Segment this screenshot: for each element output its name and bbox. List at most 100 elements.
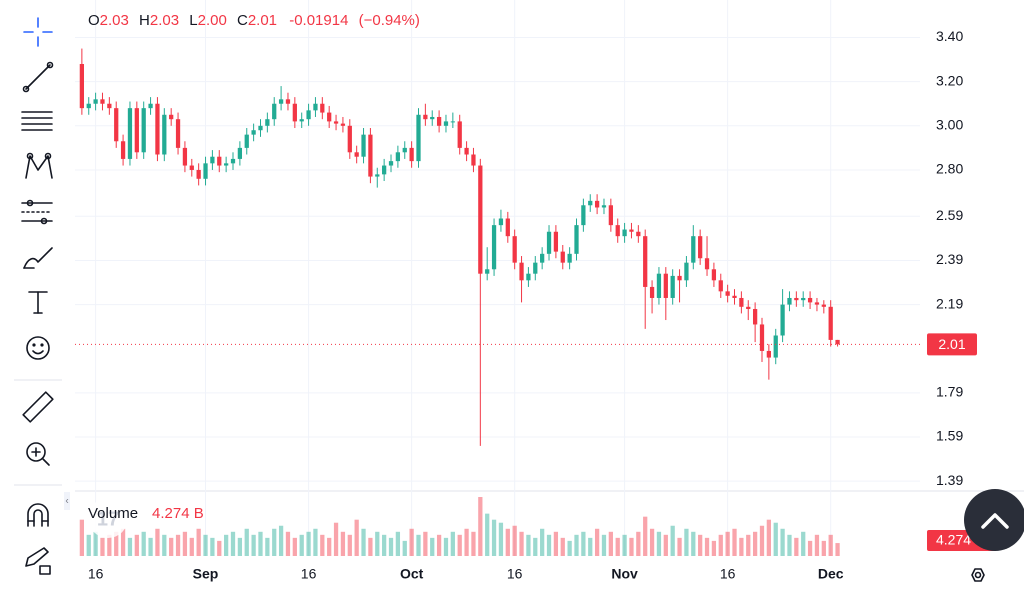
svg-text:‹: ‹	[65, 496, 68, 507]
toolbar	[14, 17, 62, 575]
legend-key: H	[139, 12, 150, 29]
volume-bar	[395, 531, 401, 556]
pattern-tool[interactable]	[25, 152, 53, 179]
volume-bar	[423, 531, 428, 556]
projection-tool[interactable]	[21, 199, 53, 225]
volume-bar	[210, 537, 215, 556]
candle-body	[608, 205, 613, 226]
candle-body	[354, 152, 359, 157]
fib-tool[interactable]	[21, 111, 53, 131]
volume-bar	[299, 534, 304, 556]
candle-body	[581, 205, 586, 226]
volume-bar	[471, 531, 476, 556]
candle-body	[801, 297, 806, 301]
candle-body	[787, 297, 792, 305]
candle-body	[485, 269, 490, 274]
change-percent: (−0.94%)	[359, 12, 420, 29]
volume-bar	[409, 528, 414, 556]
candle-body	[127, 108, 133, 159]
candle-body	[313, 103, 318, 111]
volume-bar	[814, 534, 820, 556]
candle-body	[670, 275, 675, 298]
candle-body	[134, 108, 139, 153]
volume-bar	[643, 516, 648, 556]
crosshair-tool[interactable]	[23, 17, 53, 47]
x-tick-label: 16	[507, 566, 523, 582]
candle-body	[368, 134, 373, 177]
candle-body	[615, 225, 620, 237]
candle-body	[478, 165, 483, 274]
candle-body	[237, 147, 243, 159]
x-tick-label: Nov	[611, 566, 638, 582]
volume-bar	[704, 537, 710, 556]
candle-body	[93, 99, 98, 104]
text-tool[interactable]	[28, 291, 48, 314]
magnet-tool[interactable]	[27, 503, 49, 527]
volume-bar	[594, 528, 600, 556]
settings-button[interactable]	[971, 568, 985, 582]
volume-bar	[182, 531, 188, 556]
volume-bar	[402, 540, 407, 556]
lock-drawings-tool[interactable]	[25, 547, 51, 575]
volume-bar	[601, 534, 607, 556]
candle-body	[684, 262, 689, 281]
candle-body	[457, 121, 462, 148]
volume-bar	[162, 534, 167, 556]
candle-body	[148, 103, 153, 109]
y-tick-label: 2.19	[936, 295, 963, 311]
volume-bar	[691, 531, 696, 556]
x-tick-label: 16	[720, 566, 736, 582]
volume-bar	[780, 528, 785, 556]
scroll-button[interactable]	[964, 489, 1024, 551]
candle-body	[519, 262, 524, 281]
volume-bar	[677, 537, 682, 556]
candle-body	[594, 200, 600, 208]
volume-bar	[79, 519, 84, 556]
candle-body	[450, 121, 455, 123]
volume-bar	[120, 528, 126, 556]
legend-key: L	[189, 12, 197, 29]
candle-body	[375, 174, 380, 177]
volume-bar	[189, 537, 194, 556]
candle-body	[120, 141, 126, 159]
candle-body	[327, 112, 332, 122]
x-tick-label: Oct	[400, 566, 424, 582]
collapse-tab[interactable]	[64, 492, 70, 510]
volume-bar	[230, 531, 236, 556]
legend-value: 2.01	[248, 12, 277, 29]
volume-bar	[485, 513, 490, 556]
volume-bar	[533, 537, 538, 556]
volume-bar	[498, 522, 504, 556]
candle-body	[649, 286, 655, 298]
candle-body	[100, 99, 105, 104]
candle-body	[807, 297, 813, 303]
candle-body	[533, 262, 538, 274]
y-tick-label: 2.80	[936, 161, 963, 177]
trend-line-tool[interactable]	[22, 61, 54, 93]
volume-bar	[801, 531, 806, 556]
candle-body	[505, 218, 510, 237]
zoom-tool[interactable]	[26, 442, 50, 466]
volume-bar	[258, 531, 263, 556]
candle-body	[402, 147, 407, 153]
candle-body	[560, 251, 565, 263]
emoji-tool[interactable]	[26, 336, 50, 360]
volume-bar	[382, 534, 387, 556]
candle-body	[698, 236, 703, 259]
candle-body	[766, 350, 771, 358]
ruler-tool[interactable]	[22, 391, 54, 423]
candle-body	[258, 125, 263, 131]
x-tick-label: 16	[301, 566, 317, 582]
volume-bar	[114, 531, 119, 556]
candle-body	[629, 229, 634, 232]
volume-bar	[588, 537, 593, 556]
candle-body	[423, 114, 428, 120]
candle-body	[299, 119, 304, 122]
volume-bar	[615, 537, 620, 556]
volume-bar	[203, 534, 208, 556]
candle-body	[759, 324, 765, 351]
volume-bar	[450, 531, 455, 556]
candle-body	[663, 273, 668, 298]
brush-tool[interactable]	[23, 247, 53, 269]
